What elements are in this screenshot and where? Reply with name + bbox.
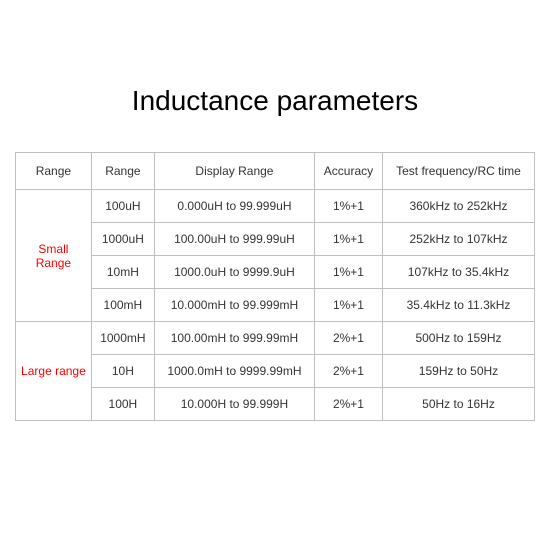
table-row: 1000uH 100.00uH to 999.99uH 1%+1 252kHz … xyxy=(16,223,535,256)
cell-freq: 360kHz to 252kHz xyxy=(382,190,534,223)
table-row: Small Range 100uH 0.000uH to 99.999uH 1%… xyxy=(16,190,535,223)
col-header-display-range: Display Range xyxy=(154,153,314,190)
cell-accuracy: 2%+1 xyxy=(314,322,382,355)
cell-range: 10mH xyxy=(91,256,154,289)
cell-accuracy: 2%+1 xyxy=(314,355,382,388)
cell-freq: 252kHz to 107kHz xyxy=(382,223,534,256)
parameters-table: Range Range Display Range Accuracy Test … xyxy=(15,152,535,421)
cell-accuracy: 1%+1 xyxy=(314,256,382,289)
col-header-test-frequency: Test frequency/RC time xyxy=(382,153,534,190)
table-row: Large range 1000mH 100.00mH to 999.99mH … xyxy=(16,322,535,355)
cell-accuracy: 1%+1 xyxy=(314,223,382,256)
cell-range: 100H xyxy=(91,388,154,421)
cell-accuracy: 2%+1 xyxy=(314,388,382,421)
table-header-row: Range Range Display Range Accuracy Test … xyxy=(16,153,535,190)
cell-display: 1000.0mH to 9999.99mH xyxy=(154,355,314,388)
cell-range: 1000mH xyxy=(91,322,154,355)
cell-display: 1000.0uH to 9999.9uH xyxy=(154,256,314,289)
cell-accuracy: 1%+1 xyxy=(314,289,382,322)
cell-display: 100.00mH to 999.99mH xyxy=(154,322,314,355)
table-row: 100mH 10.000mH to 99.999mH 1%+1 35.4kHz … xyxy=(16,289,535,322)
cell-freq: 50Hz to 16Hz xyxy=(382,388,534,421)
cell-range: 100uH xyxy=(91,190,154,223)
cell-freq: 107kHz to 35.4kHz xyxy=(382,256,534,289)
cell-range: 1000uH xyxy=(91,223,154,256)
cell-display: 10.000H to 99.999H xyxy=(154,388,314,421)
cell-display: 0.000uH to 99.999uH xyxy=(154,190,314,223)
table-row: 10mH 1000.0uH to 9999.9uH 1%+1 107kHz to… xyxy=(16,256,535,289)
col-header-accuracy: Accuracy xyxy=(314,153,382,190)
cell-range: 10H xyxy=(91,355,154,388)
col-header-range-group: Range xyxy=(16,153,92,190)
page-title: Inductance parameters xyxy=(132,85,418,117)
group-label-large-range: Large range xyxy=(16,322,92,421)
cell-accuracy: 1%+1 xyxy=(314,190,382,223)
table-row: 100H 10.000H to 99.999H 2%+1 50Hz to 16H… xyxy=(16,388,535,421)
cell-freq: 35.4kHz to 11.3kHz xyxy=(382,289,534,322)
col-header-range: Range xyxy=(91,153,154,190)
table-row: 10H 1000.0mH to 9999.99mH 2%+1 159Hz to … xyxy=(16,355,535,388)
group-label-small-range: Small Range xyxy=(16,190,92,322)
cell-freq: 159Hz to 50Hz xyxy=(382,355,534,388)
cell-display: 100.00uH to 999.99uH xyxy=(154,223,314,256)
cell-range: 100mH xyxy=(91,289,154,322)
cell-display: 10.000mH to 99.999mH xyxy=(154,289,314,322)
cell-freq: 500Hz to 159Hz xyxy=(382,322,534,355)
